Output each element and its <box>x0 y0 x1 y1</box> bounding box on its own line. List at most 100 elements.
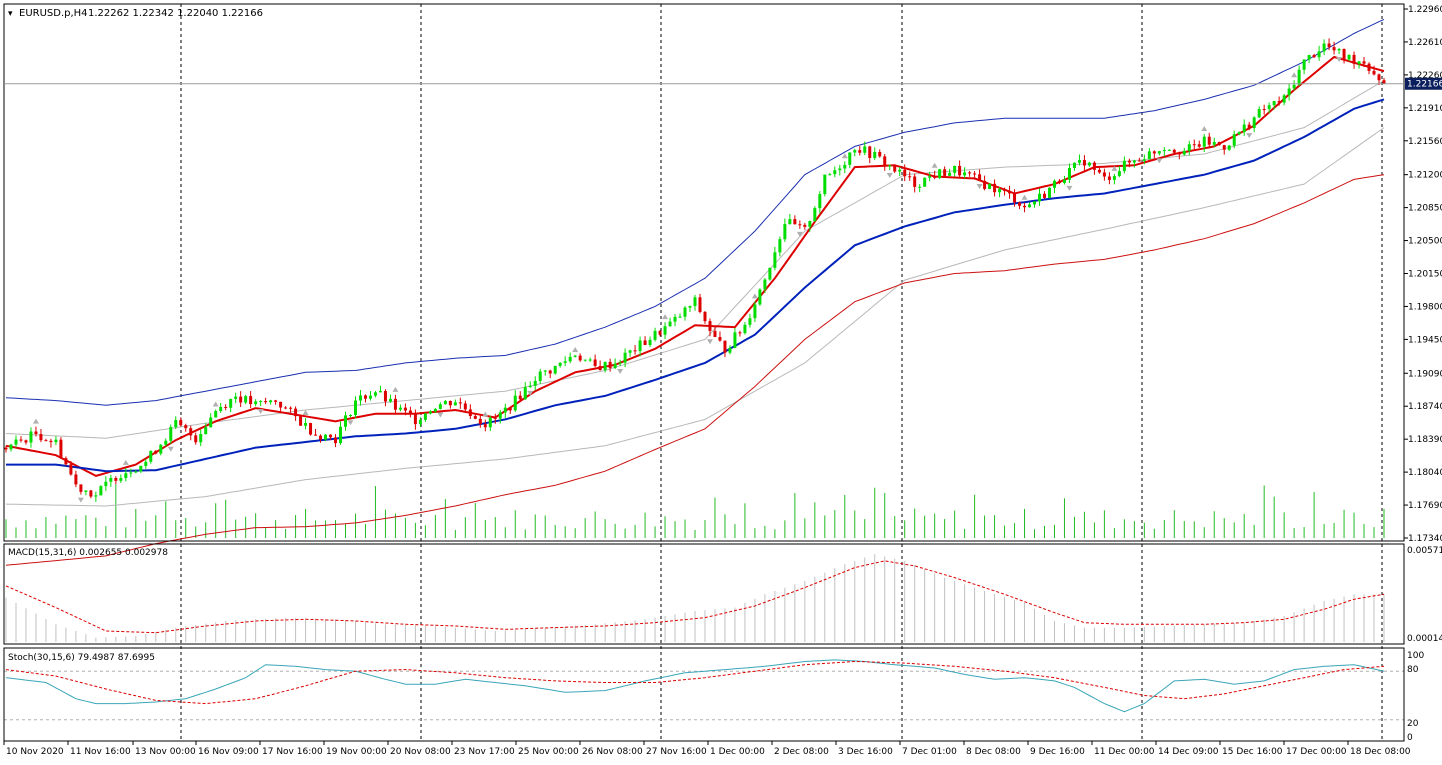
candle-bear[interactable] <box>189 428 193 436</box>
candle-bull[interactable] <box>988 183 992 189</box>
candle-bull[interactable] <box>763 279 767 290</box>
candle-bull[interactable] <box>863 146 867 153</box>
candle-bull[interactable] <box>603 361 607 371</box>
candle-bull[interactable] <box>259 401 263 403</box>
candle-bear[interactable] <box>383 391 387 402</box>
candle-bull[interactable] <box>1212 142 1216 145</box>
candle-bear[interactable] <box>1332 47 1336 51</box>
candle-bull[interactable] <box>918 186 922 188</box>
candle-bear[interactable] <box>883 156 887 166</box>
candle-bear[interactable] <box>284 407 288 409</box>
candle-bear[interactable] <box>393 398 397 410</box>
candle-bull[interactable] <box>1038 193 1041 202</box>
candle-bear[interactable] <box>79 484 83 492</box>
candle-bear[interactable] <box>508 407 512 411</box>
candle-bear[interactable] <box>294 408 298 417</box>
candle-bull[interactable] <box>1077 159 1081 163</box>
candle-bear[interactable] <box>658 330 662 335</box>
candle-bull[interactable] <box>94 495 98 497</box>
candle-bear[interactable] <box>1327 43 1331 48</box>
candle-bear[interactable] <box>1023 205 1027 208</box>
candle-bull[interactable] <box>169 427 173 441</box>
candle-bear[interactable] <box>1003 189 1007 191</box>
candle-bear[interactable] <box>1222 145 1226 150</box>
candle-bull[interactable] <box>229 398 233 408</box>
candle-bear[interactable] <box>483 424 487 428</box>
candle-bear[interactable] <box>598 365 602 371</box>
candle-bull[interactable] <box>1132 160 1136 163</box>
candle-bear[interactable] <box>493 417 497 419</box>
candle-bull[interactable] <box>873 151 877 158</box>
candle-bear[interactable] <box>1008 190 1012 194</box>
candle-bear[interactable] <box>798 224 802 226</box>
candle-bull[interactable] <box>838 168 842 171</box>
candle-bear[interactable] <box>1277 101 1281 103</box>
candle-bull[interactable] <box>1357 61 1361 64</box>
candle-bear[interactable] <box>973 173 977 175</box>
candle-bull[interactable] <box>938 169 942 178</box>
candle-bear[interactable] <box>633 350 637 352</box>
candle-bear[interactable] <box>933 176 937 178</box>
candle-bull[interactable] <box>1067 167 1071 180</box>
candle-bull[interactable] <box>558 362 562 366</box>
candle-bear[interactable] <box>154 450 158 454</box>
candle-bear[interactable] <box>1082 159 1086 166</box>
candle-bear[interactable] <box>878 151 882 157</box>
candle-bear[interactable] <box>289 407 293 409</box>
candle-bear[interactable] <box>1097 169 1101 173</box>
candlesticks[interactable] <box>4 38 1386 502</box>
candle-bear[interactable] <box>19 439 23 441</box>
candle-bull[interactable] <box>1112 176 1116 180</box>
candle-bull[interactable] <box>683 307 687 317</box>
candle-bear[interactable] <box>1127 160 1131 163</box>
candle-bear[interactable] <box>1057 180 1061 183</box>
candle-bull[interactable] <box>214 411 218 418</box>
candle-bull[interactable] <box>254 401 258 405</box>
candle-bull[interactable] <box>1317 51 1321 58</box>
candle-bull[interactable] <box>269 400 273 403</box>
candle-bear[interactable] <box>1372 70 1376 75</box>
candle-bull[interactable] <box>773 252 777 268</box>
candle-bear[interactable] <box>69 464 73 475</box>
candle-bear[interactable] <box>1342 49 1346 60</box>
candle-bull[interactable] <box>1047 187 1051 198</box>
candle-bull[interactable] <box>613 363 617 369</box>
candle-bull[interactable] <box>1147 151 1151 160</box>
candle-bull[interactable] <box>1232 134 1236 146</box>
candle-bull[interactable] <box>1302 59 1306 70</box>
candle-bull[interactable] <box>388 398 392 402</box>
candle-bull[interactable] <box>1267 105 1271 110</box>
candle-bear[interactable] <box>1352 54 1356 64</box>
candle-bear[interactable] <box>958 165 962 176</box>
candle-bull[interactable] <box>1202 136 1206 147</box>
candle-bull[interactable] <box>823 174 827 195</box>
candle-bear[interactable] <box>458 402 462 404</box>
candle-bear[interactable] <box>723 340 727 353</box>
candle-bear[interactable] <box>1197 144 1201 147</box>
candle-bull[interactable] <box>164 440 168 445</box>
candle-bull[interactable] <box>219 406 223 412</box>
candle-bear[interactable] <box>319 435 323 440</box>
candle-bear[interactable] <box>448 400 452 406</box>
candle-bull[interactable] <box>109 477 113 482</box>
candle-bear[interactable] <box>264 401 268 403</box>
candle-bull[interactable] <box>568 356 572 362</box>
candle-bear[interactable] <box>1207 136 1211 145</box>
candle-bear[interactable] <box>249 396 253 405</box>
candle-bear[interactable] <box>708 321 712 331</box>
candle-bull[interactable] <box>1307 55 1311 60</box>
candle-bear[interactable] <box>1382 80 1386 85</box>
candle-bull[interactable] <box>358 395 362 401</box>
candle-bull[interactable] <box>818 194 822 209</box>
candle-bull[interactable] <box>199 434 203 443</box>
candle-bear[interactable] <box>1377 74 1381 81</box>
candle-bear[interactable] <box>868 146 872 158</box>
candle-bull[interactable] <box>1117 171 1121 177</box>
candle-bull[interactable] <box>1272 101 1276 106</box>
candle-bull[interactable] <box>888 165 892 167</box>
candle-bear[interactable] <box>1217 142 1221 146</box>
candle-bull[interactable] <box>1282 95 1286 103</box>
candle-bull[interactable] <box>553 365 557 374</box>
candle-bear[interactable] <box>413 414 417 425</box>
candle-bear[interactable] <box>703 311 707 322</box>
